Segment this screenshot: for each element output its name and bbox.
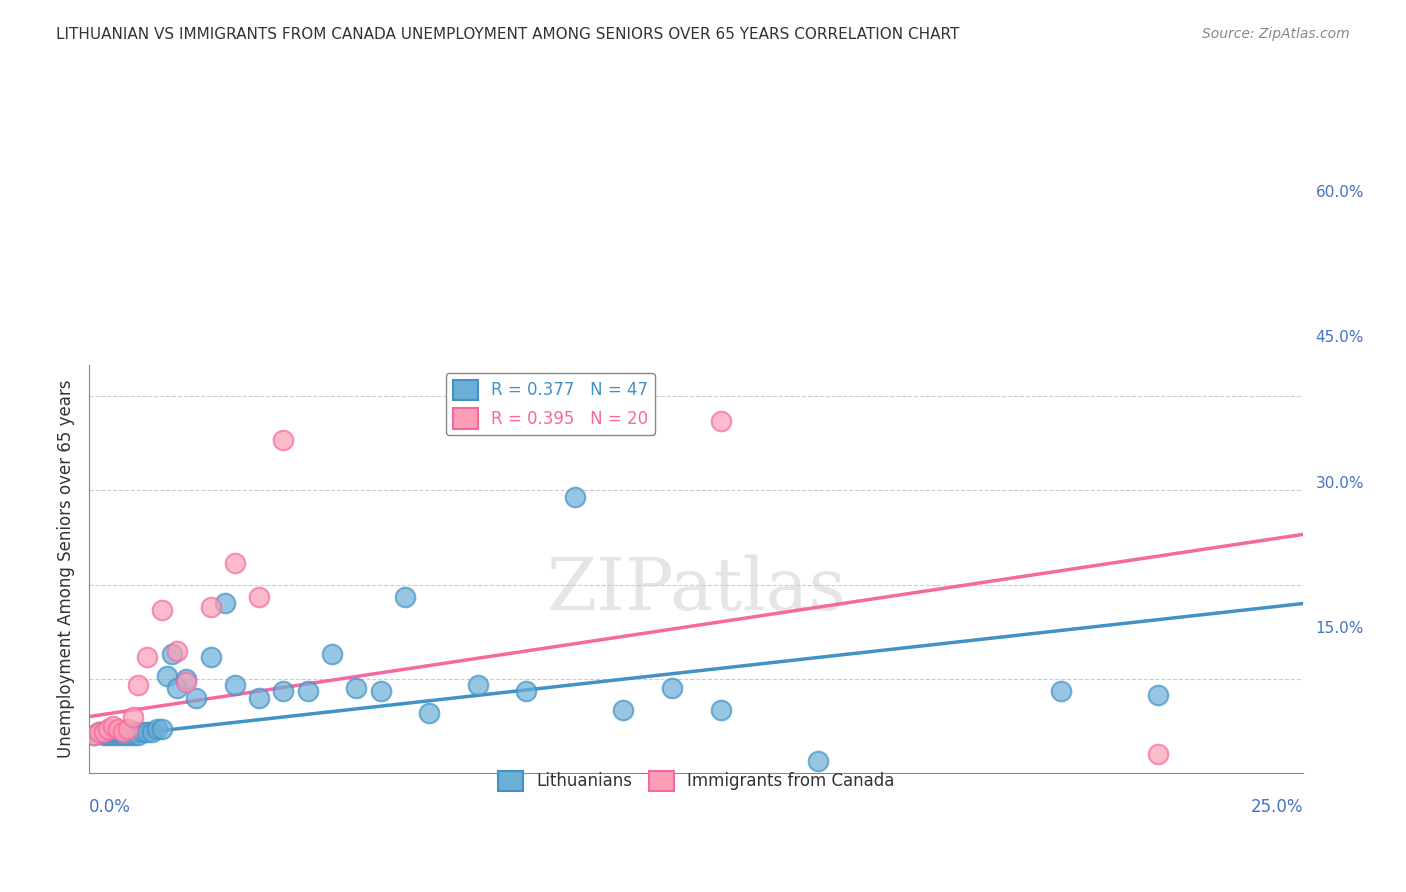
Point xyxy=(127,729,149,743)
Point xyxy=(141,725,163,739)
Y-axis label: Unemployment Among Seniors over 65 years: Unemployment Among Seniors over 65 years xyxy=(58,380,75,758)
Point xyxy=(150,603,173,617)
Point xyxy=(83,729,105,743)
Point xyxy=(112,725,135,739)
Point xyxy=(146,722,169,736)
Point xyxy=(297,684,319,698)
Point xyxy=(214,597,236,611)
Point xyxy=(661,681,683,696)
Point xyxy=(273,433,295,447)
Point xyxy=(200,599,222,614)
Text: 60.0%: 60.0% xyxy=(1316,186,1364,201)
Point xyxy=(97,722,120,736)
Point xyxy=(103,719,125,733)
Point xyxy=(174,672,197,686)
Point xyxy=(224,678,246,692)
Point xyxy=(160,647,183,661)
Text: 45.0%: 45.0% xyxy=(1316,330,1364,345)
Point xyxy=(103,725,125,739)
Point xyxy=(117,725,139,739)
Point xyxy=(103,729,125,743)
Point xyxy=(224,556,246,570)
Point xyxy=(131,725,153,739)
Point xyxy=(117,729,139,743)
Point xyxy=(612,703,634,717)
Point xyxy=(112,725,135,739)
Point xyxy=(709,414,731,428)
Legend: Lithuanians, Immigrants from Canada: Lithuanians, Immigrants from Canada xyxy=(491,764,901,797)
Point xyxy=(136,725,159,739)
Point xyxy=(394,590,416,604)
Point xyxy=(87,725,110,739)
Point xyxy=(156,669,179,683)
Point xyxy=(1146,688,1168,702)
Point xyxy=(166,681,188,696)
Point xyxy=(1146,747,1168,762)
Point xyxy=(112,729,135,743)
Point xyxy=(273,684,295,698)
Point xyxy=(93,725,115,739)
Point xyxy=(515,684,537,698)
Point xyxy=(247,690,270,705)
Point xyxy=(321,647,343,661)
Point xyxy=(184,690,207,705)
Point xyxy=(564,490,586,504)
Point xyxy=(127,725,149,739)
Text: 25.0%: 25.0% xyxy=(1251,797,1303,815)
Point xyxy=(150,722,173,736)
Text: Source: ZipAtlas.com: Source: ZipAtlas.com xyxy=(1202,27,1350,41)
Point xyxy=(370,684,392,698)
Text: 15.0%: 15.0% xyxy=(1316,621,1364,636)
Text: LITHUANIAN VS IMMIGRANTS FROM CANADA UNEMPLOYMENT AMONG SENIORS OVER 65 YEARS CO: LITHUANIAN VS IMMIGRANTS FROM CANADA UNE… xyxy=(56,27,960,42)
Point xyxy=(87,725,110,739)
Point xyxy=(807,754,830,768)
Point xyxy=(107,725,129,739)
Point xyxy=(344,681,367,696)
Point xyxy=(418,706,440,721)
Point xyxy=(83,729,105,743)
Text: 30.0%: 30.0% xyxy=(1316,475,1364,491)
Point xyxy=(97,725,120,739)
Point xyxy=(121,709,143,723)
Point xyxy=(93,729,115,743)
Point xyxy=(136,649,159,664)
Text: ZIPatlas: ZIPatlas xyxy=(547,554,846,624)
Point xyxy=(1049,684,1071,698)
Point xyxy=(709,703,731,717)
Point xyxy=(121,729,143,743)
Point xyxy=(127,678,149,692)
Point xyxy=(93,725,115,739)
Point xyxy=(97,729,120,743)
Point xyxy=(107,722,129,736)
Point xyxy=(174,675,197,690)
Point xyxy=(166,643,188,657)
Point xyxy=(117,722,139,736)
Point xyxy=(107,729,129,743)
Point xyxy=(200,649,222,664)
Point xyxy=(467,678,489,692)
Text: 0.0%: 0.0% xyxy=(89,797,131,815)
Point xyxy=(247,590,270,604)
